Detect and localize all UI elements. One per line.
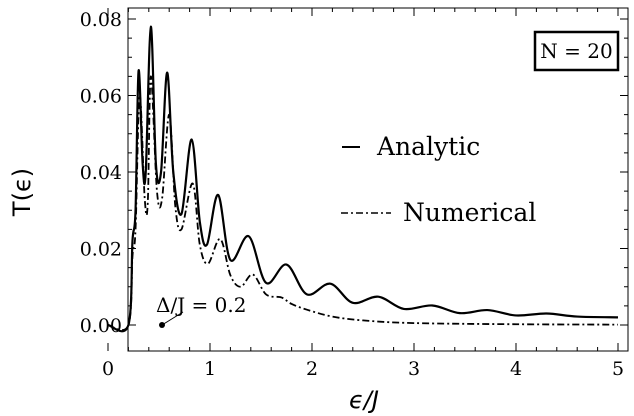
y-tick-label: 0.06 (80, 86, 122, 108)
y-tick-label: 0.08 (80, 9, 122, 31)
n-label: N = 20 (540, 39, 612, 63)
plot-frame (127, 7, 629, 352)
legend-label-analytic: Analytic (376, 132, 480, 161)
n-label-box (533, 30, 620, 72)
y-tick-label: 0.00 (80, 315, 122, 337)
x-tick-label: 0 (102, 358, 114, 380)
x-tick-label: 3 (408, 358, 420, 380)
legend-label-numerical: Numerical (403, 198, 536, 227)
gap-annotation-label: Δ/J = 0.2 (156, 293, 246, 317)
x-tick-label: 1 (204, 358, 216, 380)
y-tick-label: 0.02 (80, 239, 122, 261)
x-tick-label: 5 (612, 358, 624, 380)
x-axis-title: ϵ/J (349, 386, 379, 414)
y-axis-title: T(ϵ) (8, 168, 36, 217)
x-tick-label: 2 (306, 358, 318, 380)
x-tick-label: 4 (510, 358, 522, 380)
y-tick-label: 0.04 (80, 162, 122, 184)
series-line-numerical (107, 75, 619, 331)
series-group (107, 25, 619, 333)
gap-annotation-point (159, 322, 165, 328)
gap-annotation-leader (161, 311, 184, 326)
axis-ticks: 0 1 2 3 4 5 0.00 0.02 0.04 0.06 0.08 (80, 8, 628, 380)
series-line-analytic (107, 25, 619, 333)
